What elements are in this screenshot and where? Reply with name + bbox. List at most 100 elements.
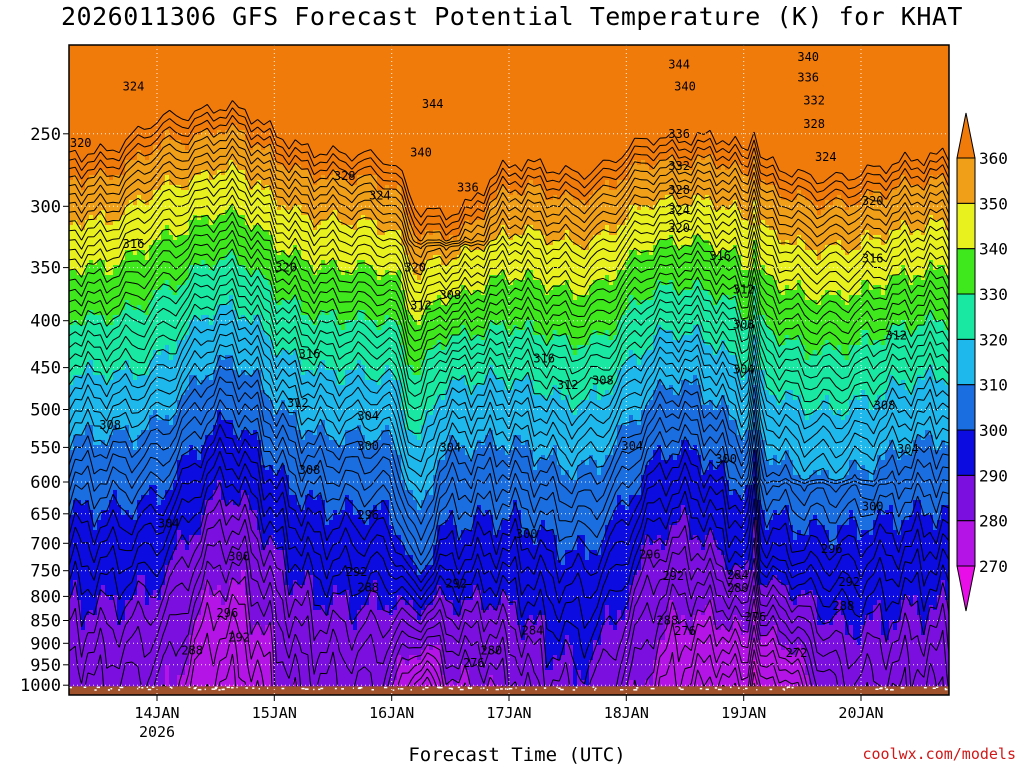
fill-cell: [641, 360, 738, 366]
fill-cell: [881, 615, 902, 621]
fill-cell: [945, 580, 949, 586]
fill-cell: [157, 350, 162, 356]
fill-cell: [737, 245, 754, 251]
fill-cell: [69, 545, 178, 551]
fill-cell: [581, 400, 650, 406]
fill-cell: [757, 455, 766, 461]
fill-cell: [85, 425, 94, 431]
fill-cell: [325, 360, 358, 366]
fill-cell: [933, 310, 949, 316]
fill-cell: [341, 220, 358, 226]
fill-cell: [73, 500, 82, 506]
fill-cell: [829, 340, 862, 346]
fill-cell: [769, 630, 778, 636]
fill-cell: [501, 525, 522, 531]
fill-cell: [97, 520, 202, 526]
contour-label: 296: [217, 606, 239, 620]
fill-cell: [721, 205, 726, 211]
fill-cell: [397, 270, 402, 276]
fill-cell: [901, 380, 906, 386]
fill-cell: [85, 315, 106, 321]
fill-cell: [701, 385, 754, 391]
fill-cell: [637, 420, 642, 426]
fill-cell: [201, 600, 222, 606]
fill-cell: [713, 610, 754, 616]
fill-cell: [657, 380, 662, 386]
fill-cell: [701, 465, 710, 471]
fill-cell: [161, 230, 170, 236]
fill-cell: [69, 65, 949, 71]
fill-cell: [101, 515, 134, 521]
fill-cell: [413, 490, 426, 496]
fill-cell: [113, 595, 118, 601]
fill-cell: [321, 310, 326, 316]
fill-cell: [945, 270, 949, 276]
fill-cell: [361, 360, 406, 366]
fill-cell: [617, 430, 738, 436]
contour-line-322: [69, 288, 949, 422]
fill-cell: [153, 410, 158, 416]
fill-cell: [589, 290, 654, 296]
fill-cell: [873, 190, 882, 196]
fill-cell: [481, 600, 502, 606]
fill-cell: [521, 635, 526, 641]
fill-cell: [565, 550, 586, 556]
terrain-speck: [448, 687, 453, 690]
x-tick-label: 19JAN: [721, 704, 766, 722]
fill-cell: [69, 125, 230, 131]
fill-cell: [221, 490, 242, 496]
fill-cell: [469, 455, 474, 461]
fill-cell: [589, 670, 654, 676]
fill-cell: [789, 455, 878, 461]
fill-cell: [401, 185, 502, 191]
fill-cell: [337, 170, 630, 176]
terrain-speck: [236, 686, 238, 689]
fill-cell: [441, 665, 462, 671]
fill-cell: [489, 275, 506, 281]
credit-link[interactable]: coolwx.com/models: [862, 745, 1016, 763]
fill-cell: [381, 505, 390, 511]
fill-cell: [685, 615, 694, 621]
fill-cell: [405, 345, 434, 351]
fill-cell: [153, 190, 274, 196]
fill-cell: [157, 145, 162, 151]
fill-cell: [365, 445, 370, 451]
fill-cell: [521, 520, 542, 526]
fill-cell: [453, 435, 486, 441]
fill-cell: [533, 455, 542, 461]
fill-cell: [473, 290, 482, 296]
fill-cell: [445, 675, 462, 681]
fill-cell: [113, 430, 130, 436]
fill-cell: [609, 280, 614, 286]
fill-cell: [925, 625, 949, 631]
fill-cell: [693, 615, 714, 621]
fill-cell: [301, 165, 630, 171]
fill-cell: [629, 415, 634, 421]
fill-cell: [173, 480, 218, 486]
fill-cell: [473, 335, 482, 341]
fill-cell: [893, 520, 902, 526]
contour-label: 288: [357, 580, 379, 594]
fill-cell: [741, 310, 754, 316]
fill-cell: [401, 385, 450, 391]
fill-cell: [401, 460, 438, 466]
fill-cell: [69, 655, 190, 661]
fill-cell: [709, 465, 714, 471]
fill-cell: [149, 360, 218, 366]
fill-cell: [385, 320, 398, 326]
fill-cell: [861, 530, 870, 536]
fill-cell: [133, 370, 150, 376]
fill-cell: [545, 640, 566, 646]
fill-cell: [461, 535, 534, 541]
fill-cell: [433, 345, 442, 351]
fill-cell: [609, 390, 614, 396]
fill-cell: [401, 325, 462, 331]
fill-cell: [329, 610, 350, 616]
fill-cell: [649, 540, 654, 546]
fill-cell: [149, 255, 226, 261]
fill-cell: [629, 495, 742, 501]
fill-cell: [117, 490, 150, 496]
y-tick-label: 1000: [20, 676, 61, 696]
fill-cell: [573, 645, 594, 651]
terrain-speck: [397, 688, 400, 690]
